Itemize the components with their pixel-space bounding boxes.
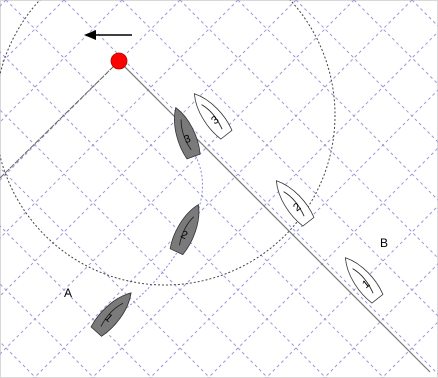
layline-to-mark [118, 60, 431, 373]
red-buoy-mark [110, 52, 128, 70]
grey-boat-3-number: 3 [183, 133, 193, 146]
grey-boat-3: 3 [174, 106, 201, 160]
zone-circle [0, 0, 336, 286]
grey-boat-2: 2 [169, 203, 200, 256]
label-b: B [380, 236, 388, 250]
white-boat-3: 3 [193, 93, 233, 140]
grey-boat-2-number: 2 [179, 229, 190, 242]
white-boat-2: 2 [275, 180, 315, 227]
grey-boat-1: 1 [90, 292, 132, 337]
left-arrow-icon [84, 30, 132, 40]
white-boat-1: 1 [344, 257, 384, 304]
label-a: A [64, 286, 72, 300]
